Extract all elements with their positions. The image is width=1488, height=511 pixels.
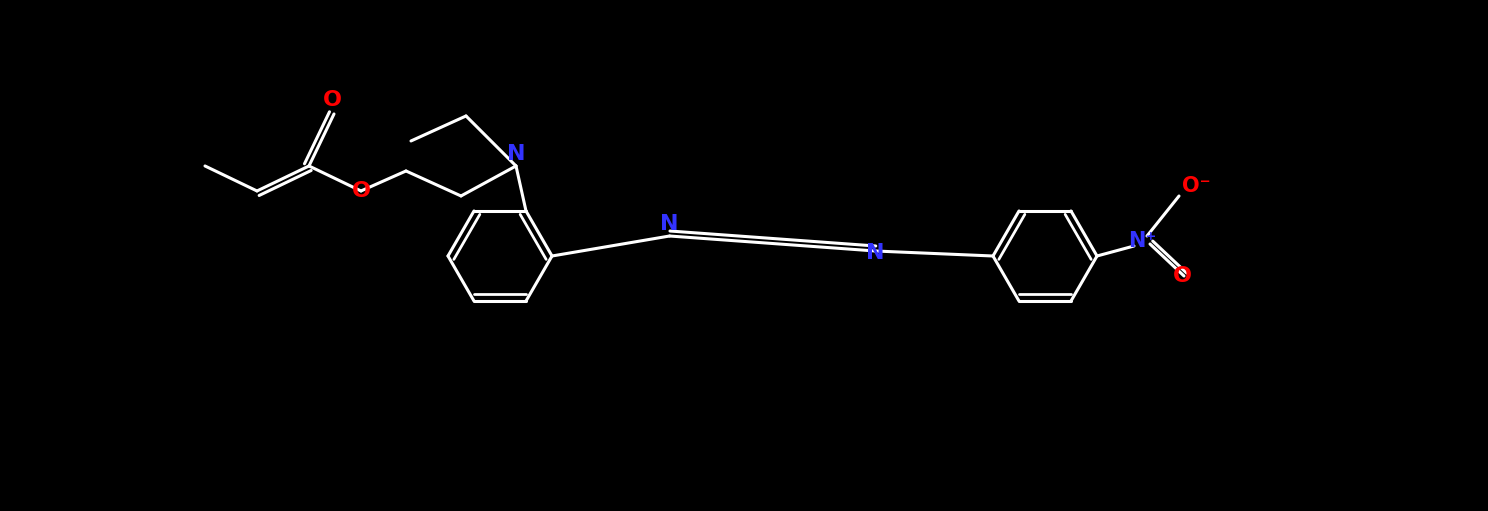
Text: O: O: [1173, 266, 1192, 286]
Text: O: O: [323, 90, 342, 110]
Text: O⁻: O⁻: [1181, 176, 1210, 196]
Text: N: N: [866, 243, 885, 263]
Text: N⁺: N⁺: [1128, 231, 1156, 251]
Text: O: O: [351, 181, 371, 201]
Text: N: N: [507, 144, 525, 164]
Text: N: N: [661, 214, 679, 234]
